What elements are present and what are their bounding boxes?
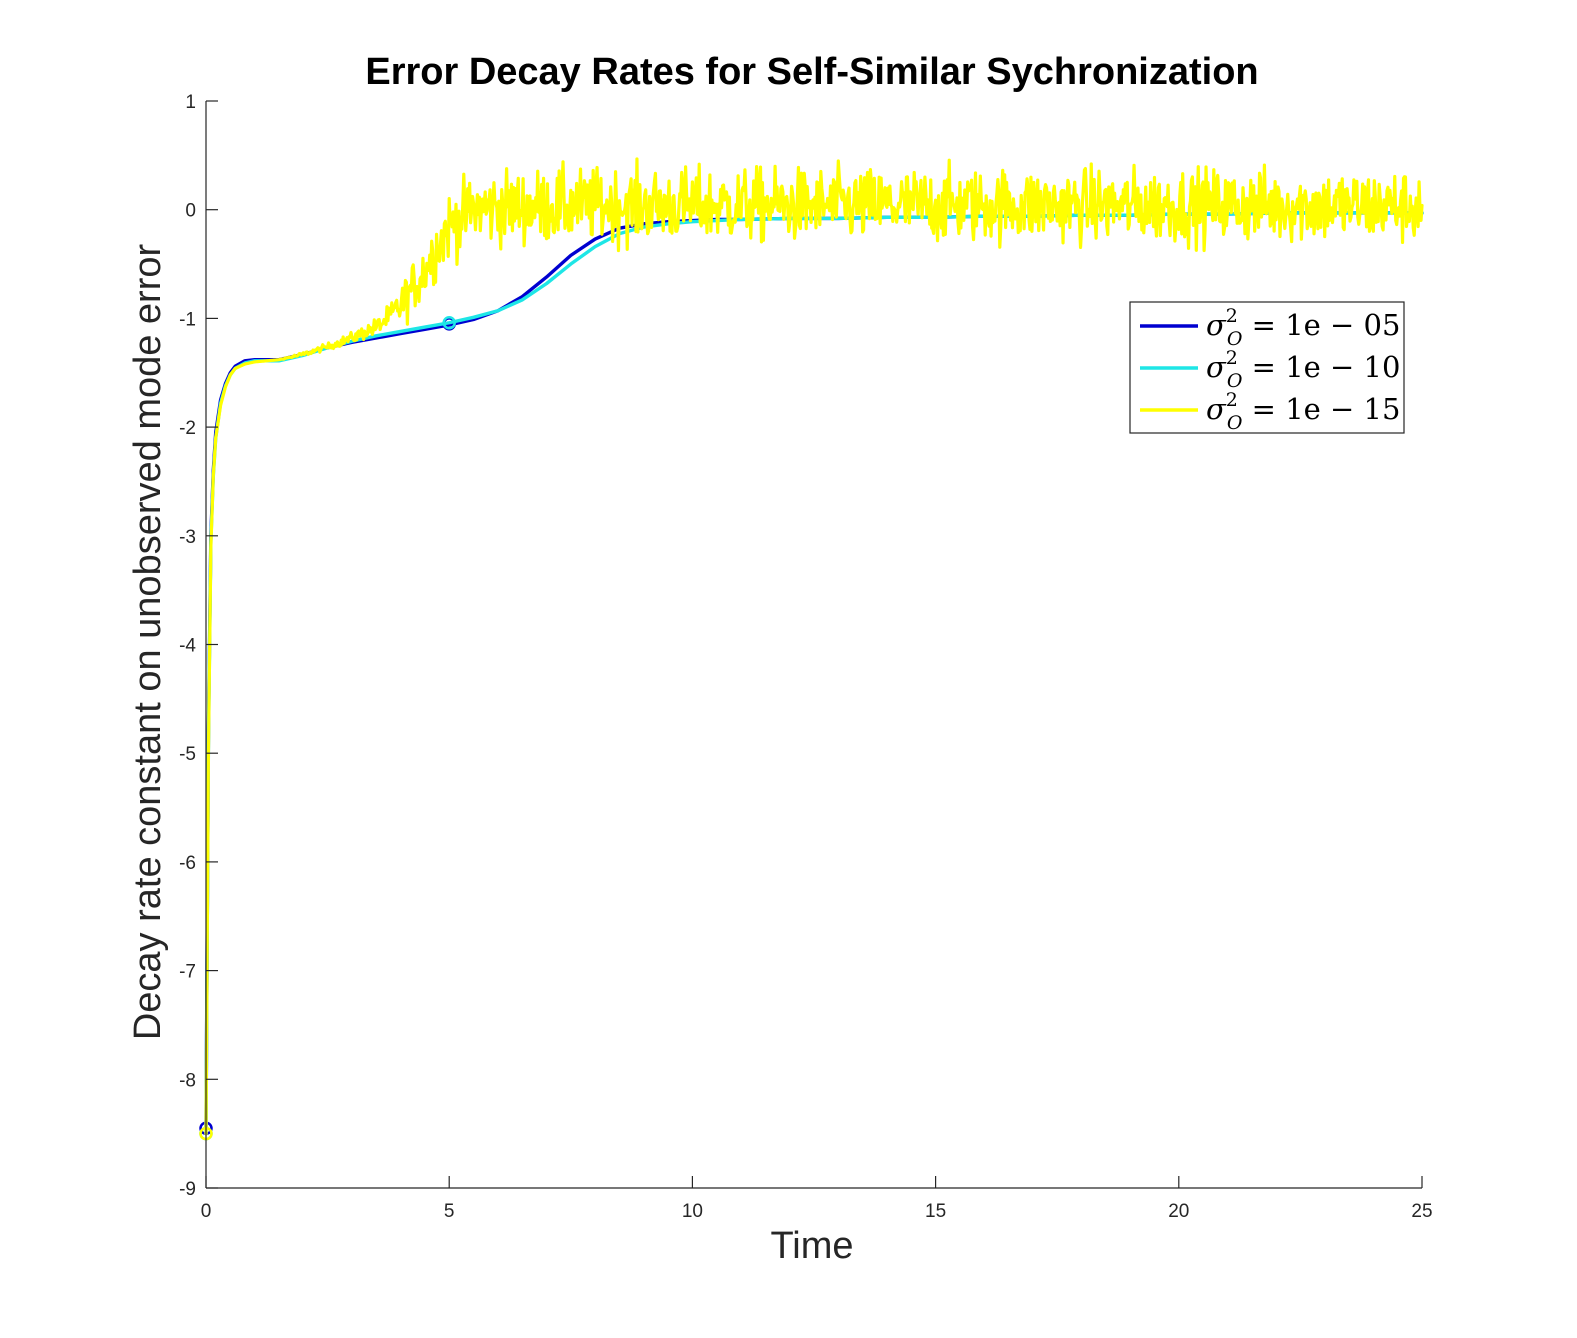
y-tick-label-5: -4 bbox=[179, 636, 196, 657]
legend-entry-2: σ2 O = 1e − 10 bbox=[1206, 347, 1400, 392]
x-tick-label-3: 15 bbox=[925, 1201, 946, 1222]
series-line-3 bbox=[204, 157, 1424, 1136]
y-axis-label: Decay rate constant on unobserved mode e… bbox=[127, 243, 169, 1040]
legend-entry-3: σ2 O = 1e − 15 bbox=[1206, 389, 1400, 434]
legend-entry-1: σ2 O = 1e − 05 bbox=[1206, 305, 1400, 350]
series-2-marker-2 bbox=[442, 315, 456, 330]
y-tick-label-9: -8 bbox=[179, 1070, 196, 1091]
y-tick-label-0: 1 bbox=[185, 92, 196, 113]
x-tick-label-0: 0 bbox=[201, 1201, 212, 1222]
x-tick-label-2: 10 bbox=[682, 1201, 703, 1222]
y-tick-label-1: 0 bbox=[185, 201, 196, 222]
y-tick-label-10: -9 bbox=[179, 1179, 196, 1200]
y-tick-label-3: -2 bbox=[179, 418, 196, 439]
y-tick-label-8: -7 bbox=[179, 962, 196, 983]
y-tick-label-7: -6 bbox=[179, 853, 196, 874]
x-tick-label-1: 5 bbox=[444, 1201, 455, 1222]
x-axis-label: Time bbox=[770, 1225, 853, 1267]
y-tick-label-4: -3 bbox=[179, 527, 196, 548]
x-tick-label-4: 20 bbox=[1168, 1201, 1189, 1222]
chart-title: Error Decay Rates for Self-Similar Sychr… bbox=[365, 51, 1258, 93]
y-tick-label-6: -5 bbox=[179, 744, 196, 765]
x-tick-label-5: 25 bbox=[1411, 1201, 1432, 1222]
y-tick-label-2: -1 bbox=[179, 309, 196, 330]
series-group bbox=[199, 157, 1424, 1141]
